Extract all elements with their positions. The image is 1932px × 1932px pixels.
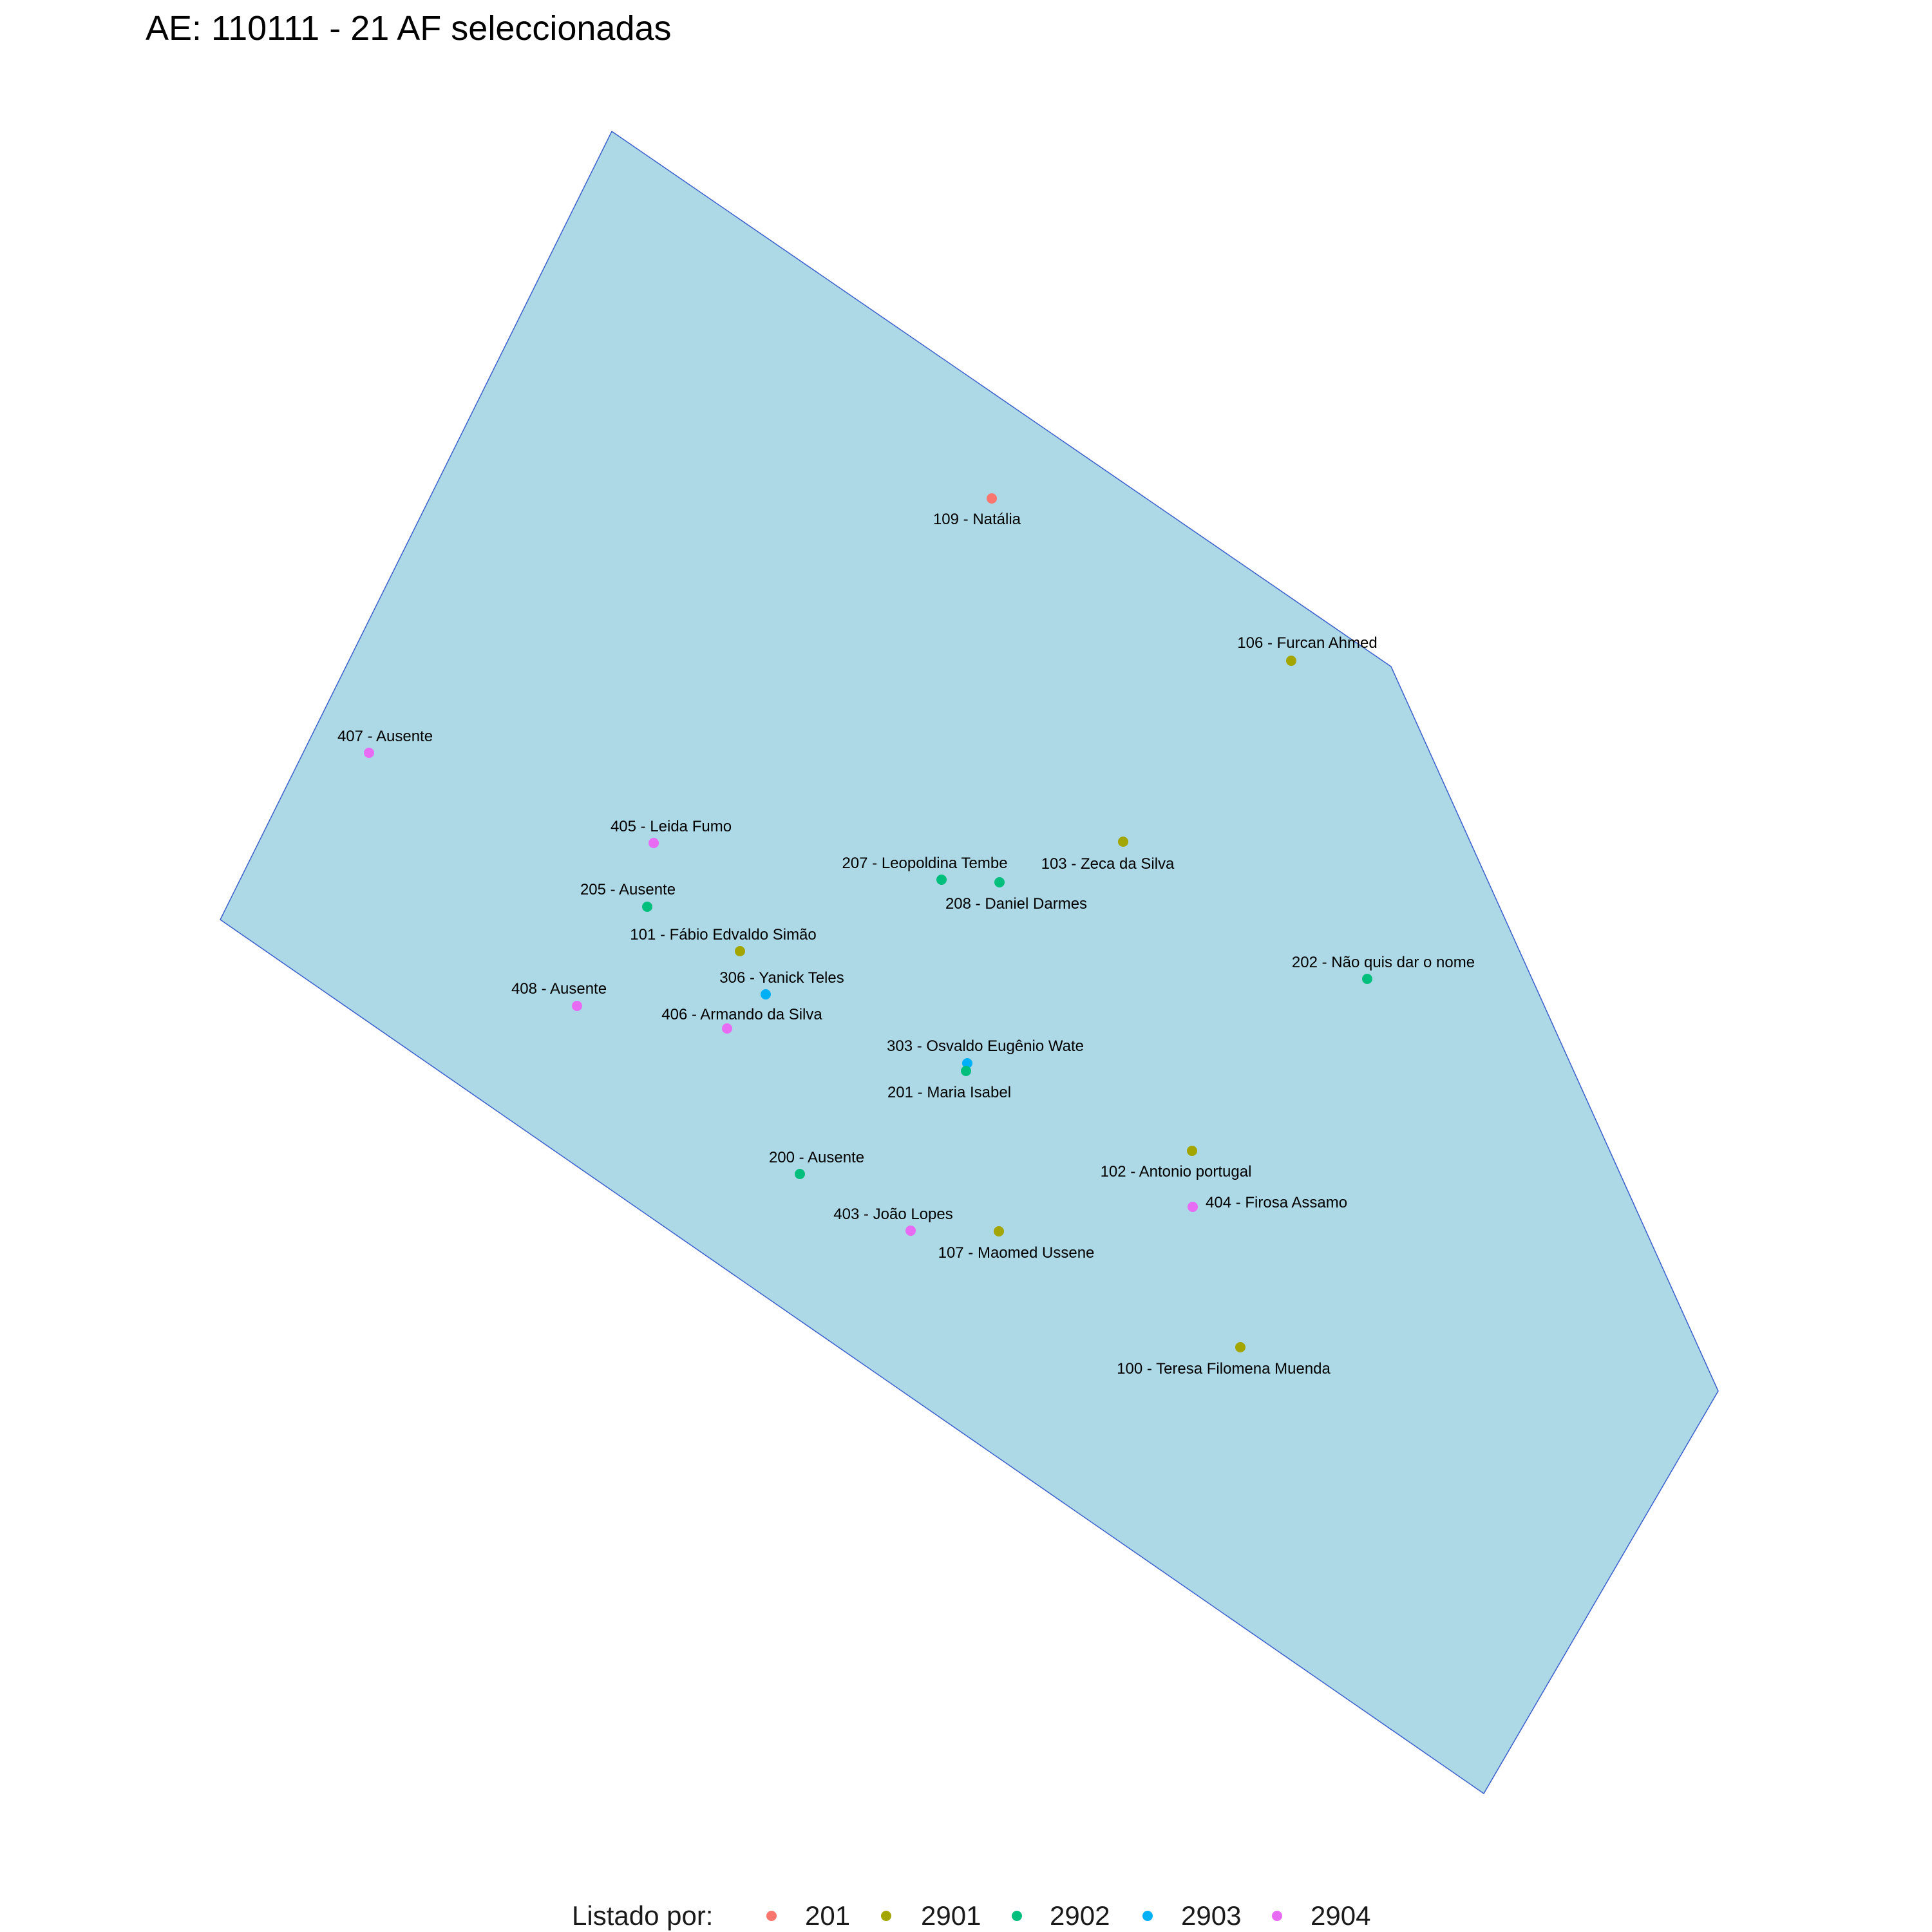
household-point-label: 100 - Teresa Filomena Muenda xyxy=(1117,1360,1331,1378)
household-point-label: 202 - Não quis dar o nome xyxy=(1292,954,1475,971)
household-point xyxy=(994,1226,1004,1236)
household-point-label: 406 - Armando da Silva xyxy=(661,1006,822,1023)
household-point xyxy=(987,493,997,504)
household-point xyxy=(795,1169,805,1179)
household-point xyxy=(572,1001,582,1011)
household-point xyxy=(1362,974,1372,984)
household-point-label: 205 - Ausente xyxy=(580,881,676,898)
household-point-label: 207 - Leopoldina Tembe xyxy=(842,855,1007,872)
household-point-label: 101 - Fábio Edvaldo Simão xyxy=(630,926,817,943)
household-point-label: 107 - Maomed Ussene xyxy=(938,1244,1095,1262)
household-point-label: 103 - Zeca da Silva xyxy=(1041,855,1175,873)
household-point xyxy=(1286,656,1296,666)
household-point xyxy=(936,875,947,885)
household-point-label: 407 - Ausente xyxy=(337,728,433,745)
household-point-label: 208 - Daniel Darmes xyxy=(945,895,1087,913)
household-point-label: 405 - Leida Fumo xyxy=(611,818,732,835)
legend-item-label: 2902 xyxy=(1050,1900,1110,1931)
household-point-label: 404 - Firosa Assamo xyxy=(1206,1194,1347,1211)
legend: Listado por: 201 2901 2902 2903 2904 xyxy=(0,1900,1932,1932)
household-point xyxy=(1188,1202,1198,1212)
household-point xyxy=(1235,1342,1245,1352)
legend-key-dot xyxy=(881,1911,891,1921)
enumeration-area-polygon xyxy=(220,130,1719,1795)
household-point-label: 303 - Osvaldo Eugênio Wate xyxy=(887,1037,1084,1055)
legend-key-dot xyxy=(766,1911,777,1921)
household-point xyxy=(735,946,745,956)
household-point xyxy=(642,902,652,912)
household-point-label: 109 - Natália xyxy=(933,511,1021,528)
legend-key-dot xyxy=(1272,1911,1282,1921)
household-point xyxy=(722,1023,732,1034)
household-point xyxy=(905,1226,916,1236)
household-point-label: 106 - Furcan Ahmed xyxy=(1237,634,1377,652)
household-point-label: 408 - Ausente xyxy=(511,980,607,998)
household-point xyxy=(961,1066,971,1076)
household-point-label: 200 - Ausente xyxy=(769,1149,864,1166)
legend-item-label: 2903 xyxy=(1181,1900,1242,1931)
household-point-label: 201 - Maria Isabel xyxy=(887,1084,1011,1101)
map-title: AE: 110111 - 21 AF seleccionadas xyxy=(146,9,672,48)
household-point-label: 306 - Yanick Teles xyxy=(719,969,844,987)
legend-item-label: 201 xyxy=(805,1900,851,1931)
household-point xyxy=(994,877,1005,887)
legend-item-label: 2901 xyxy=(921,1900,981,1931)
household-point xyxy=(364,748,374,758)
household-point xyxy=(1187,1146,1197,1156)
household-point xyxy=(761,989,771,999)
legend-key-dot xyxy=(1142,1911,1153,1921)
legend-title: Listado por: xyxy=(572,1900,714,1931)
legend-item-label: 2904 xyxy=(1311,1900,1371,1931)
household-point xyxy=(1118,837,1128,847)
household-points-layer: 109 - Natália 106 - Furcan Ahmed 407 - Aus… xyxy=(337,493,1475,1378)
household-point-label: 403 - João Lopes xyxy=(833,1206,952,1223)
household-point xyxy=(962,1058,972,1068)
legend-key-dot xyxy=(1012,1911,1022,1921)
household-point xyxy=(649,838,659,848)
household-point-label: 102 - Antonio portugal xyxy=(1101,1163,1252,1180)
